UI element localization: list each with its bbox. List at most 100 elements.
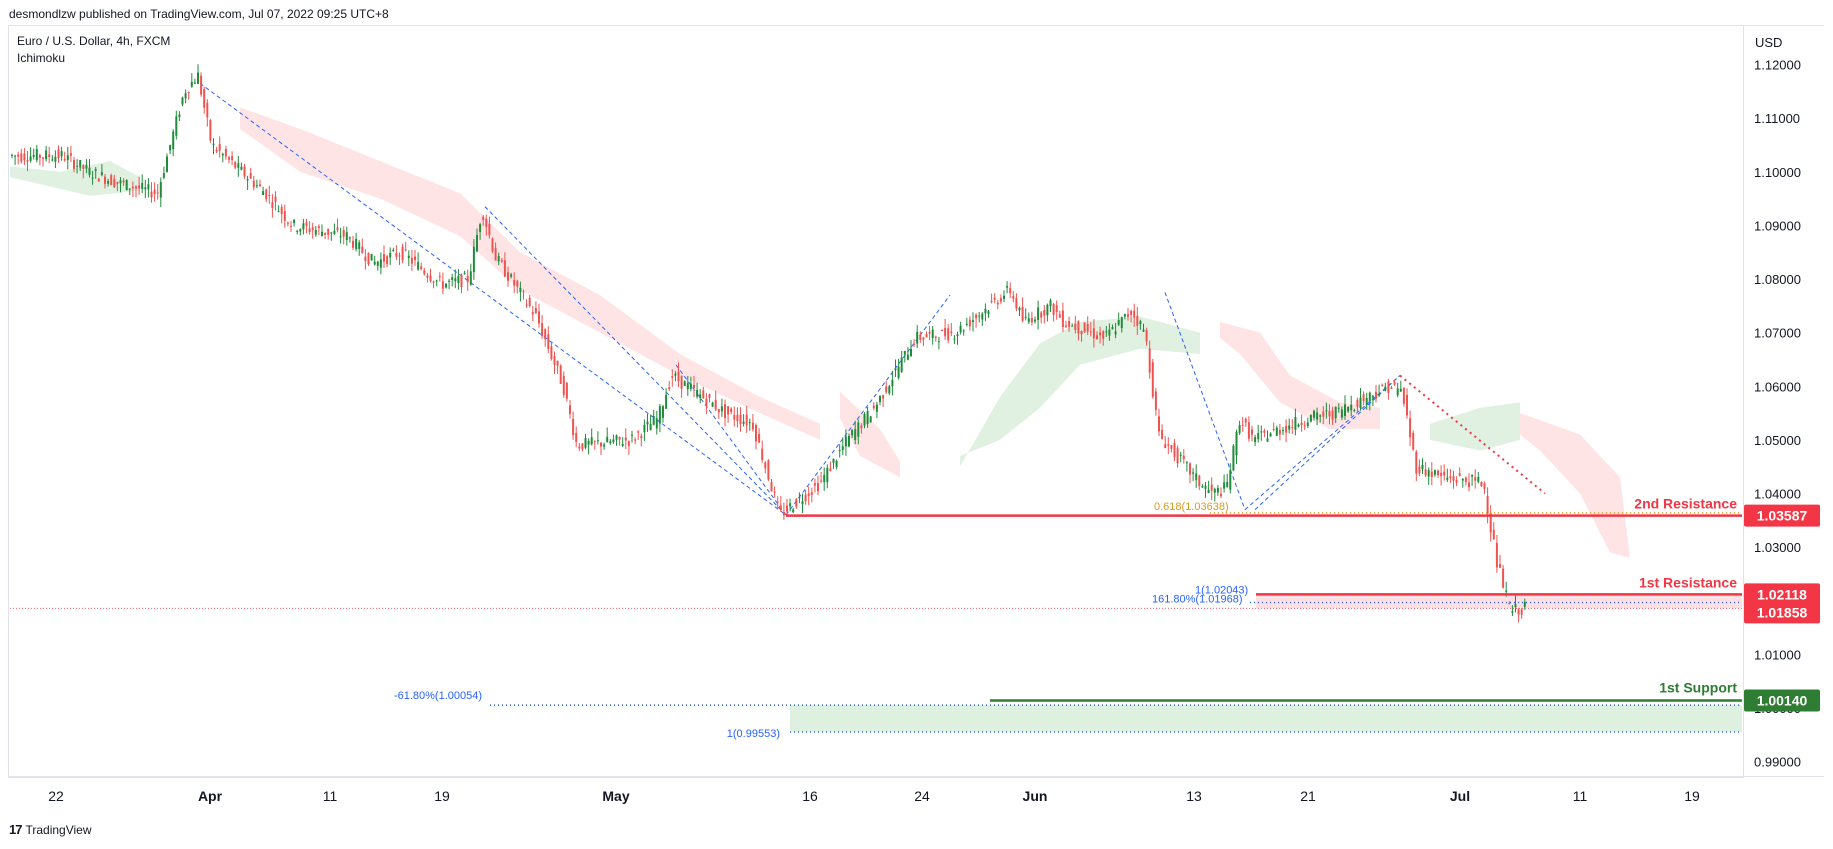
candle-body — [751, 422, 754, 430]
candle-body — [1347, 406, 1350, 412]
candle-body — [1291, 427, 1294, 429]
trend-line — [1164, 292, 1246, 510]
candle-body — [860, 425, 863, 429]
candle-body — [1123, 314, 1126, 317]
candle-body — [922, 337, 925, 340]
candle-body — [271, 202, 274, 208]
candle-body — [665, 394, 668, 409]
candle-body — [423, 270, 426, 275]
candle-body — [866, 411, 869, 425]
candle-body — [376, 261, 379, 266]
candle-body — [1189, 463, 1191, 475]
time-tick-label: 13 — [1186, 788, 1202, 804]
candle-body — [404, 249, 407, 251]
candle-body — [621, 443, 624, 446]
candle-body — [888, 386, 891, 394]
candle-body — [593, 440, 596, 442]
candle-body — [649, 424, 652, 431]
indicator-legend[interactable]: Ichimoku — [17, 51, 66, 65]
price-axis[interactable] — [1744, 25, 1824, 777]
zone-label: 1st Resistance — [1639, 574, 1737, 590]
candle-body — [1440, 472, 1443, 477]
candle-body — [497, 256, 500, 262]
candle-body — [1365, 398, 1368, 406]
candle-body — [305, 222, 308, 226]
candle-body — [1331, 410, 1334, 420]
candle-body — [652, 416, 655, 425]
candle-body — [228, 157, 230, 160]
candle-body — [631, 434, 633, 436]
candle-body — [153, 189, 156, 194]
candle-body — [680, 375, 683, 389]
candle-body — [1136, 315, 1139, 326]
time-tick-label: 24 — [914, 788, 930, 804]
candle-body — [342, 229, 345, 237]
candle-body — [476, 235, 478, 252]
candle-body — [82, 165, 85, 169]
candle-body — [702, 390, 705, 399]
candle-body — [869, 416, 872, 423]
candle-body — [407, 255, 410, 259]
candle-body — [345, 232, 348, 240]
candle-body — [668, 387, 671, 389]
candle-body — [655, 418, 658, 429]
candle-body — [1201, 486, 1204, 488]
fib-label: 0.618(1.03638) — [1154, 501, 1229, 513]
candle-body — [823, 474, 826, 483]
candle-body — [894, 368, 897, 371]
candle-body — [637, 431, 640, 433]
candle-body — [252, 180, 255, 188]
candle-body — [1092, 328, 1095, 339]
candle-body — [1455, 479, 1458, 483]
candle-body — [581, 443, 584, 450]
candle-body — [1381, 384, 1384, 386]
candle-body — [1096, 335, 1098, 340]
candle-body — [500, 260, 503, 262]
candle-body — [1061, 310, 1064, 327]
candle-body — [73, 159, 75, 169]
candle-body — [1192, 472, 1195, 474]
candle-body — [646, 421, 649, 425]
candle-body — [410, 257, 413, 264]
candle-body — [85, 164, 88, 169]
candle-body — [1275, 427, 1278, 436]
candle-body — [987, 311, 990, 314]
candle-body — [528, 297, 531, 307]
candle-body — [1464, 477, 1467, 483]
candle-body — [569, 405, 571, 414]
candle-body — [259, 184, 261, 187]
price-tag-label: 1.03587 — [1757, 508, 1808, 524]
candle-body — [931, 329, 934, 338]
candle-body — [1080, 330, 1083, 335]
candle-body — [448, 280, 451, 282]
candle-body — [959, 325, 962, 333]
candle-body — [60, 151, 63, 157]
candle-body — [804, 494, 807, 502]
candle-body — [547, 334, 550, 349]
fib-label: -61.80%(1.00054) — [394, 690, 482, 702]
candle-body — [1074, 323, 1077, 330]
price-tags: 1.03587 1.02118 1.01858 1.00140 — [1744, 504, 1820, 712]
candle-body — [510, 274, 513, 277]
candle-body — [414, 256, 416, 261]
candle-body — [361, 246, 364, 253]
chart-pane[interactable] — [8, 25, 1744, 777]
candle-body — [1337, 407, 1340, 409]
candle-body — [212, 143, 215, 145]
symbol-legend[interactable]: Euro / U.S. Dollar, 4h, FXCM — [17, 34, 171, 48]
candle-body — [553, 356, 556, 365]
ichimoku-cloud-band — [1220, 321, 1380, 430]
price-tick-label: 1.03000 — [1754, 540, 1801, 555]
candle-body — [612, 439, 615, 443]
candle-body — [953, 338, 956, 340]
footer-brand[interactable]: 17 TradingView — [9, 822, 92, 837]
candle-body — [395, 252, 398, 257]
candle-body — [113, 178, 116, 188]
candle-body — [1021, 306, 1024, 321]
candle-body — [48, 154, 51, 158]
candle-body — [1378, 394, 1381, 396]
candle-body — [1148, 348, 1151, 373]
candle-body — [720, 406, 723, 412]
time-tick-label: 21 — [1300, 788, 1316, 804]
